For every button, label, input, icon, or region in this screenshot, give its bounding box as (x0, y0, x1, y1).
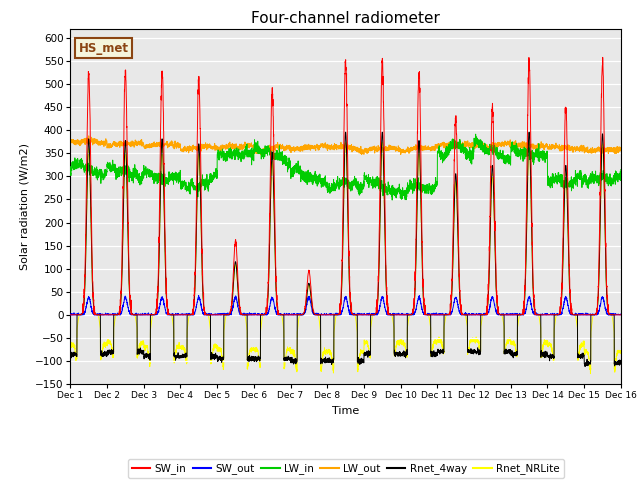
X-axis label: Time: Time (332, 406, 359, 416)
Title: Four-channel radiometer: Four-channel radiometer (251, 11, 440, 26)
Y-axis label: Solar radiation (W/m2): Solar radiation (W/m2) (19, 143, 29, 270)
Text: HS_met: HS_met (79, 42, 129, 55)
Legend: SW_in, SW_out, LW_in, LW_out, Rnet_4way, Rnet_NRLite: SW_in, SW_out, LW_in, LW_out, Rnet_4way,… (127, 459, 564, 478)
